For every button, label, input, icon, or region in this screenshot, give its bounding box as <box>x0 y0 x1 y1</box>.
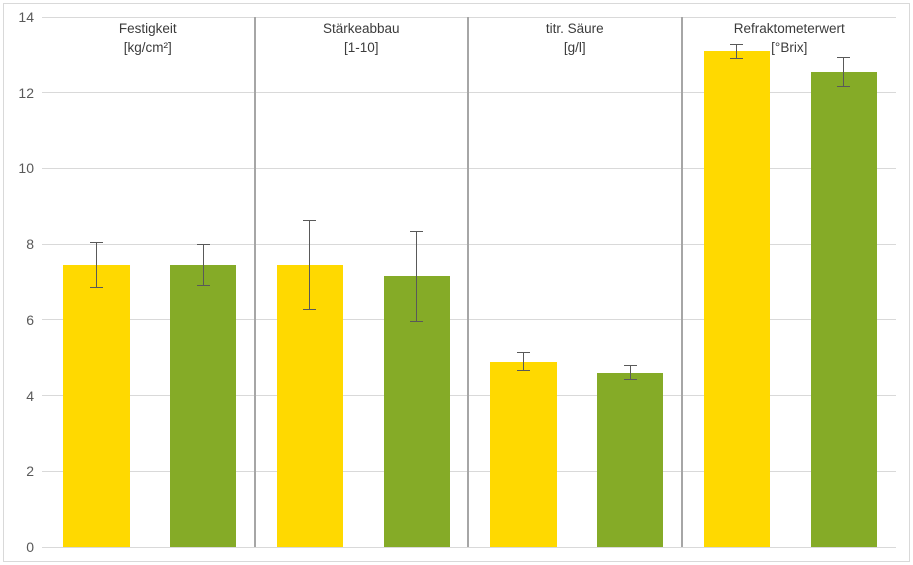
category-panel: Refraktometerwert [°Brix] <box>683 17 897 547</box>
group-subtitle: [°Brix] <box>771 40 808 55</box>
error-bar-cap-top <box>303 219 317 221</box>
group-title: Stärkeabbau <box>322 21 400 36</box>
plot-area: Festigkeit [kg/cm²] Stärkeabbau [1-10] titr.… <box>42 16 897 548</box>
bar <box>703 51 771 547</box>
y-tick-label: 8 <box>26 236 34 253</box>
group-title: Refraktometerwert <box>733 21 845 36</box>
error-bar-line <box>522 352 524 371</box>
error-bar-line <box>629 365 631 381</box>
error-bar <box>196 244 210 286</box>
group-title: titr. Säure <box>545 21 604 36</box>
gridline <box>42 167 896 169</box>
bar <box>170 264 237 547</box>
gridline <box>42 243 896 245</box>
error-bar-cap-top <box>623 365 637 367</box>
gridline <box>42 92 896 94</box>
gridline <box>42 16 896 18</box>
error-bar-cap-bottom <box>730 57 744 59</box>
gridline <box>42 395 896 397</box>
error-bar-line <box>736 43 738 59</box>
error-bar <box>837 56 851 88</box>
error-bar-cap-top <box>516 352 530 354</box>
error-bar <box>730 43 744 59</box>
error-bar-cap-bottom <box>89 286 103 288</box>
error-bar <box>516 352 530 371</box>
y-tick-label: 0 <box>26 539 34 555</box>
y-tick-label: 14 <box>18 9 34 25</box>
y-tick-label: 2 <box>26 463 34 480</box>
bar <box>276 264 344 547</box>
error-bar-line <box>309 219 311 311</box>
bar <box>597 372 664 547</box>
error-bar-cap-bottom <box>410 320 424 322</box>
group-title-block: Refraktometerwert [°Brix] <box>683 19 897 57</box>
y-tick-label: 4 <box>26 387 34 404</box>
bar <box>810 71 877 547</box>
error-bar-cap-top <box>89 242 103 244</box>
group-subtitle: [kg/cm²] <box>123 40 172 55</box>
gridline <box>42 546 896 548</box>
error-bar-cap-bottom <box>196 284 210 286</box>
error-bar-cap-bottom <box>837 86 851 88</box>
category-panel: titr. Säure [g/l] <box>469 17 683 547</box>
error-bar-line <box>416 230 418 322</box>
group-subtitle: [1-10] <box>343 40 379 55</box>
error-bar-cap-top <box>410 230 424 232</box>
error-bar-cap-bottom <box>623 379 637 381</box>
error-bar-line <box>95 242 97 288</box>
error-bar <box>623 365 637 381</box>
y-tick-label: 12 <box>18 84 34 101</box>
group-title-block: titr. Säure [g/l] <box>469 19 681 57</box>
group-title: Festigkeit <box>118 21 177 36</box>
error-bar-cap-top <box>196 244 210 246</box>
error-bar-cap-bottom <box>516 369 530 371</box>
category-panel: Stärkeabbau [1-10] <box>256 17 469 547</box>
error-bar-line <box>202 244 204 286</box>
bar <box>490 361 557 547</box>
error-bar-line <box>843 56 845 88</box>
error-bar-cap-bottom <box>303 309 317 311</box>
gridline <box>42 319 896 321</box>
gridline <box>42 470 896 472</box>
category-panel: Festigkeit [kg/cm²] <box>42 17 256 547</box>
error-bar <box>303 219 317 311</box>
y-tick-label: 6 <box>26 311 34 328</box>
group-subtitle: [g/l] <box>563 40 586 55</box>
error-bar <box>89 242 103 288</box>
y-tick-label: 10 <box>18 160 34 177</box>
error-bar-cap-top <box>837 56 851 58</box>
group-title-block: Stärkeabbau [1-10] <box>256 19 468 57</box>
group-title-block: Festigkeit [kg/cm²] <box>42 19 254 57</box>
error-bar <box>410 230 424 322</box>
bar <box>63 264 130 547</box>
error-bar-cap-top <box>730 43 744 45</box>
